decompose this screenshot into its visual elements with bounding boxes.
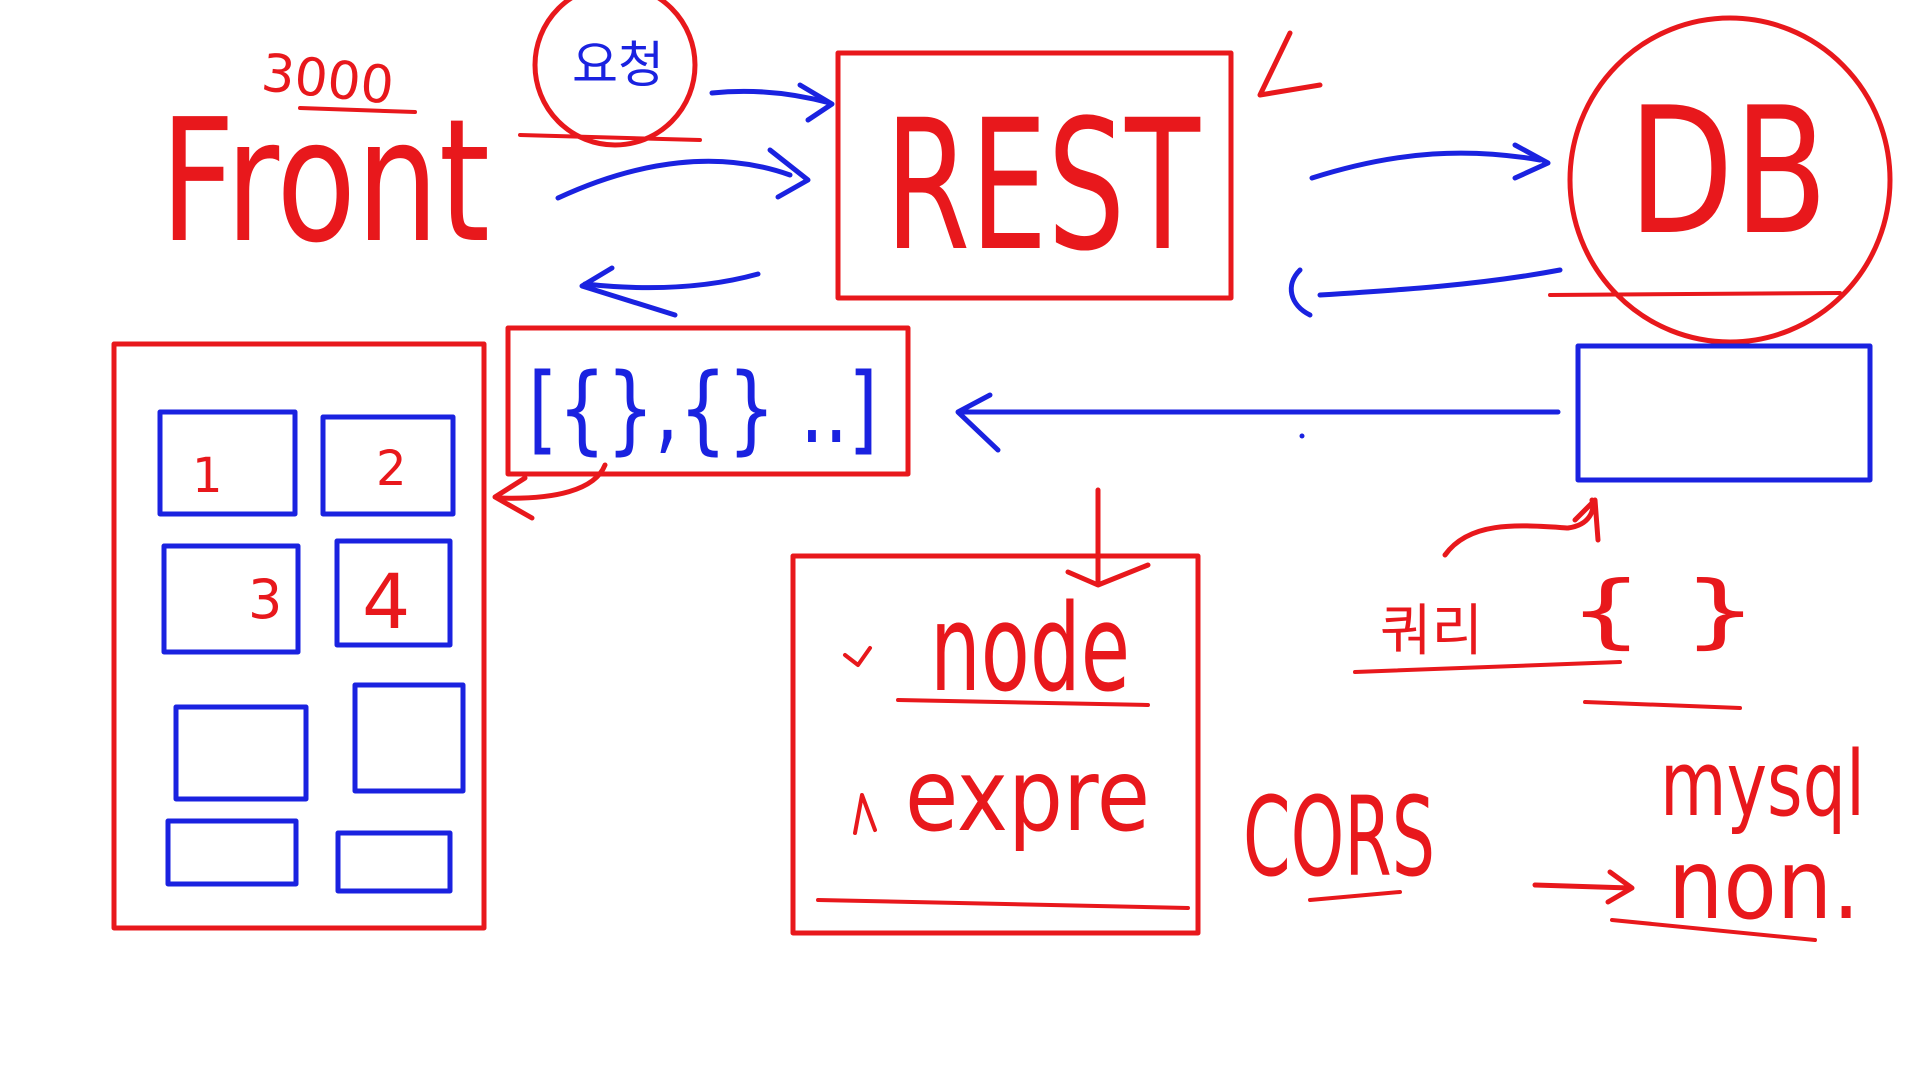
db-underline bbox=[1548, 291, 1842, 297]
request-arrow-top bbox=[709, 82, 835, 123]
front-label: Front bbox=[160, 83, 490, 281]
request-badge-label: 요청 bbox=[572, 36, 664, 94]
cors-underline bbox=[1308, 890, 1402, 902]
front-underline bbox=[298, 106, 417, 114]
query-label: 쿼리 bbox=[1380, 599, 1483, 664]
node-bullet bbox=[843, 646, 872, 667]
stray-dot bbox=[1299, 433, 1305, 439]
db-result-box bbox=[1575, 343, 1873, 483]
braces-underline bbox=[1583, 700, 1742, 710]
json-box bbox=[505, 325, 911, 477]
express-label: expre bbox=[905, 737, 1150, 854]
db-to-json-arrow bbox=[955, 392, 1561, 453]
card-7 bbox=[165, 818, 299, 887]
card-3-label: 3 bbox=[248, 568, 282, 631]
annotation-tick-mark bbox=[1257, 30, 1323, 98]
port-label: 3000 bbox=[259, 43, 397, 117]
query-braces-label: { } bbox=[1568, 564, 1758, 657]
card-8 bbox=[335, 830, 453, 894]
card-5 bbox=[173, 704, 309, 802]
front-page-frame bbox=[111, 341, 487, 931]
query-underline bbox=[1353, 660, 1622, 674]
cors-label: CORS bbox=[1243, 773, 1435, 901]
node-underline bbox=[896, 698, 1150, 707]
response-arrow-left bbox=[579, 265, 761, 318]
server-box bbox=[790, 553, 1201, 936]
query-arrow-right bbox=[1309, 142, 1551, 181]
rest-label: REST bbox=[885, 82, 1201, 291]
rest-box bbox=[835, 50, 1234, 301]
express-bullet bbox=[853, 793, 877, 835]
mysql-to-non-arrow bbox=[1532, 869, 1635, 905]
card-1 bbox=[157, 409, 298, 517]
result-arrow-left bbox=[1288, 267, 1563, 318]
card-grid bbox=[157, 409, 466, 894]
db-label: DB bbox=[1628, 71, 1828, 274]
card-4 bbox=[334, 538, 453, 648]
json-array-label: [{},{} ..] bbox=[528, 353, 878, 465]
card-2-label: 2 bbox=[376, 441, 407, 497]
non-underline bbox=[1610, 918, 1817, 942]
non-label: non. bbox=[1668, 829, 1860, 941]
card-6 bbox=[352, 682, 466, 794]
request-arrow-middle bbox=[555, 147, 811, 201]
express-underline bbox=[816, 898, 1190, 910]
card-1-label: 1 bbox=[192, 448, 223, 504]
rest-to-server-arrow bbox=[1065, 487, 1151, 588]
badge-underline bbox=[518, 133, 702, 142]
card-2 bbox=[320, 414, 456, 517]
card-4-label: 4 bbox=[362, 557, 410, 646]
request-badge-circle bbox=[532, 0, 698, 148]
json-to-front-arrow bbox=[492, 462, 608, 521]
node-label: node bbox=[930, 580, 1130, 719]
query-to-db-arrow bbox=[1442, 497, 1601, 558]
mysql-label: mysql bbox=[1660, 732, 1865, 837]
card-3 bbox=[161, 543, 301, 655]
db-circle bbox=[1567, 15, 1893, 345]
